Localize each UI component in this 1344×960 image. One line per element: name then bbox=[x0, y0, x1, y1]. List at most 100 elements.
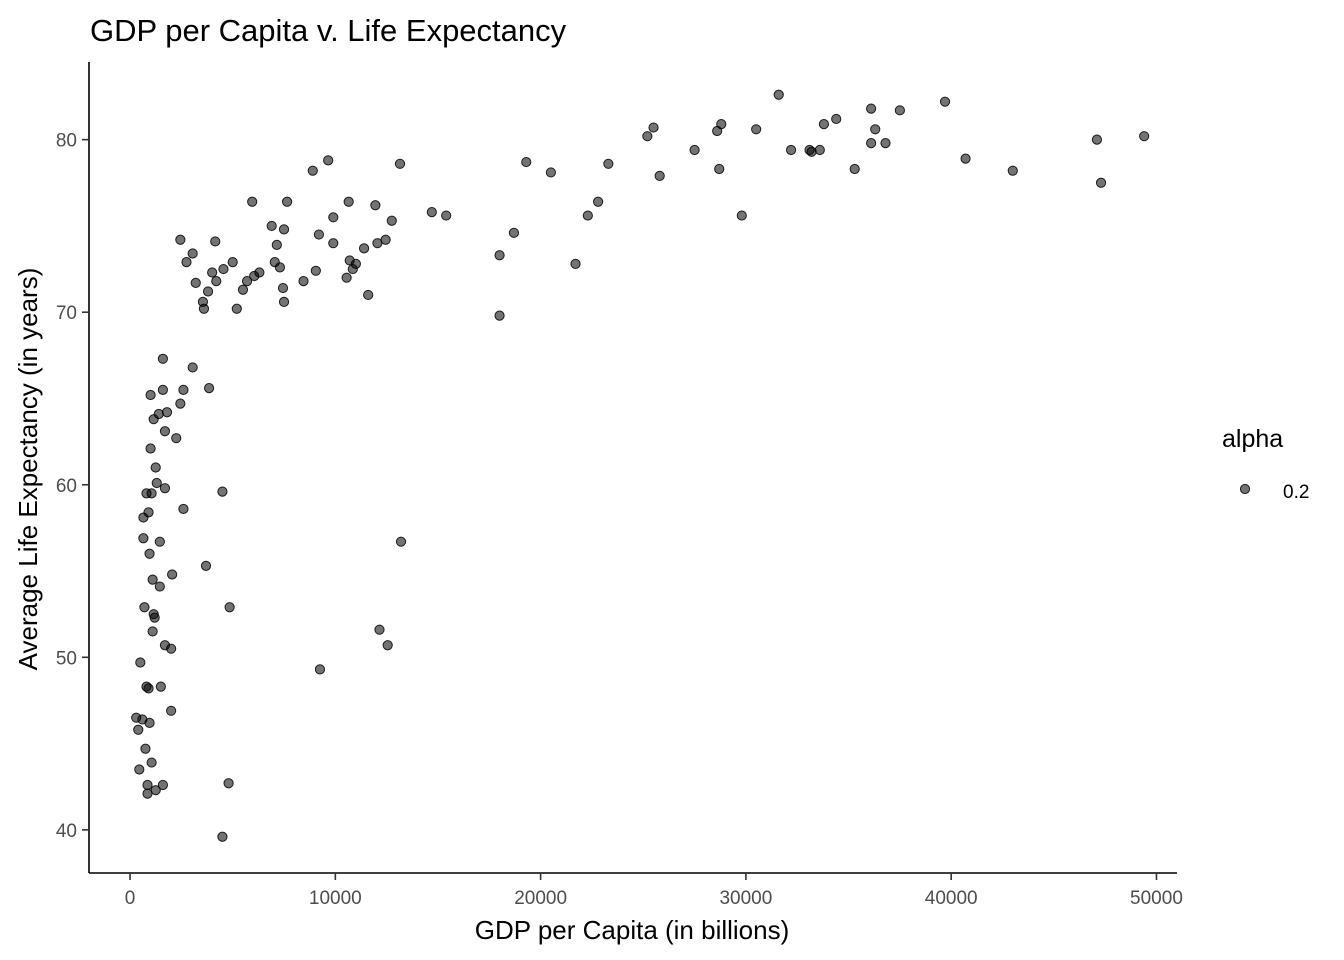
data-point bbox=[157, 384, 169, 395]
data-point bbox=[202, 286, 214, 297]
data-point bbox=[274, 262, 286, 273]
data-point bbox=[159, 483, 171, 494]
data-point bbox=[241, 276, 253, 287]
data-point bbox=[178, 384, 189, 395]
data-point bbox=[147, 574, 158, 585]
data-point bbox=[190, 277, 201, 288]
data-point bbox=[350, 258, 361, 269]
data-point bbox=[187, 362, 198, 373]
data-point bbox=[343, 196, 354, 207]
data-point bbox=[395, 536, 407, 547]
data-point bbox=[149, 612, 160, 623]
data-point bbox=[231, 303, 242, 314]
data-point bbox=[224, 602, 235, 613]
data-point bbox=[328, 238, 339, 249]
data-point bbox=[146, 488, 157, 499]
data-point bbox=[582, 210, 593, 221]
y-tick-label: 70 bbox=[56, 303, 77, 324]
data-point bbox=[1091, 134, 1103, 145]
y-tick-label: 40 bbox=[56, 821, 77, 842]
data-point bbox=[642, 131, 653, 142]
data-point bbox=[146, 757, 157, 768]
data-point bbox=[689, 144, 700, 156]
y-tick-label: 50 bbox=[56, 648, 77, 669]
data-point bbox=[218, 263, 229, 275]
data-point bbox=[593, 196, 604, 207]
data-point bbox=[142, 779, 153, 791]
data-point bbox=[281, 196, 293, 207]
x-tick-label: 0 bbox=[125, 888, 136, 909]
data-point bbox=[307, 165, 318, 176]
data-point bbox=[363, 289, 374, 301]
data-point bbox=[227, 257, 238, 268]
data-point bbox=[341, 272, 352, 283]
data-point bbox=[133, 724, 144, 735]
data-point bbox=[374, 624, 385, 635]
data-point bbox=[166, 705, 177, 716]
data-point bbox=[155, 681, 166, 692]
data-point bbox=[175, 234, 186, 245]
data-point bbox=[144, 548, 155, 559]
data-point bbox=[140, 743, 151, 754]
data-point bbox=[154, 581, 165, 592]
data-point bbox=[849, 163, 860, 175]
data-point bbox=[210, 236, 221, 247]
data-point bbox=[521, 156, 532, 168]
data-point bbox=[370, 200, 381, 211]
data-point bbox=[203, 383, 215, 394]
legend-title: alpha bbox=[1222, 425, 1283, 453]
data-point bbox=[223, 778, 234, 789]
x-tick-label: 30000 bbox=[719, 888, 772, 909]
data-point bbox=[785, 144, 797, 156]
data-point bbox=[818, 119, 830, 130]
data-point bbox=[386, 215, 397, 226]
data-point bbox=[545, 167, 556, 178]
data-point bbox=[866, 138, 877, 149]
data-point bbox=[145, 389, 156, 401]
data-point bbox=[187, 248, 198, 259]
data-point bbox=[358, 243, 370, 254]
data-point bbox=[144, 717, 155, 728]
x-tick-label: 50000 bbox=[1130, 888, 1183, 909]
data-point bbox=[145, 443, 156, 454]
y-tick-label: 80 bbox=[56, 131, 77, 152]
data-point bbox=[866, 103, 877, 114]
data-point bbox=[135, 657, 146, 668]
data-point bbox=[254, 267, 265, 278]
data-point bbox=[167, 569, 178, 580]
data-point bbox=[323, 155, 334, 166]
data-point bbox=[154, 536, 165, 547]
data-point bbox=[153, 408, 164, 420]
data-point bbox=[298, 276, 309, 287]
data-point bbox=[150, 462, 161, 473]
data-point bbox=[278, 224, 290, 235]
data-point bbox=[894, 105, 905, 116]
data-point bbox=[648, 122, 659, 133]
data-point bbox=[161, 407, 173, 418]
data-point bbox=[328, 212, 339, 223]
y-axis-title: Average Life Expectancy (in years) bbox=[13, 268, 43, 671]
data-point bbox=[207, 267, 218, 278]
data-point bbox=[494, 310, 505, 321]
data-point bbox=[382, 640, 393, 651]
data-point bbox=[314, 664, 326, 675]
data-point bbox=[654, 170, 665, 181]
data-point bbox=[313, 229, 325, 240]
data-point bbox=[166, 643, 177, 654]
data-point bbox=[426, 207, 437, 218]
data-point bbox=[151, 477, 162, 489]
data-point bbox=[150, 785, 161, 796]
data-point bbox=[603, 158, 614, 169]
legend-key-point bbox=[1239, 483, 1251, 495]
data-point bbox=[143, 507, 154, 518]
data-point bbox=[247, 196, 258, 207]
data-point bbox=[217, 831, 228, 842]
data-point bbox=[134, 764, 145, 775]
data-point bbox=[508, 227, 520, 238]
x-tick-label: 10000 bbox=[309, 888, 362, 909]
data-point bbox=[960, 153, 971, 164]
data-point bbox=[139, 602, 150, 613]
data-point bbox=[271, 239, 282, 251]
